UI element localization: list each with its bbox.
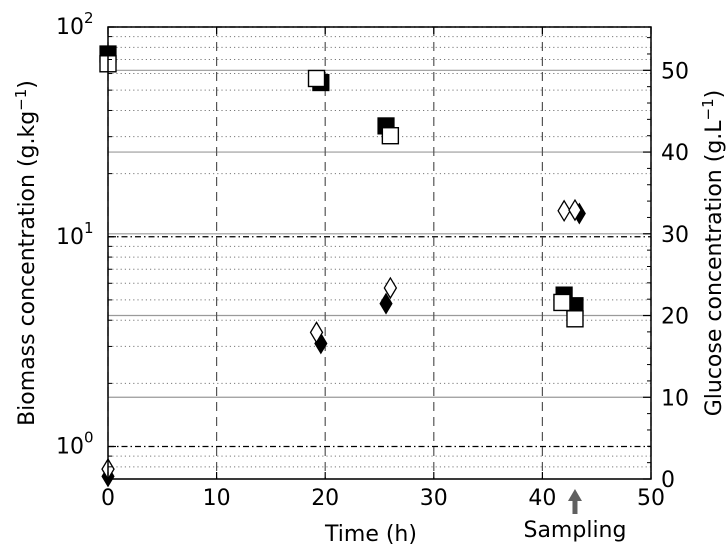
y-axis-label-exp: −1	[12, 89, 30, 111]
sampling-arrow	[567, 489, 582, 514]
y-tick-exponent: 2	[84, 9, 94, 27]
marker-diamond-filled	[379, 292, 393, 315]
x-tick-label: 10	[203, 486, 231, 511]
sampling-label: Sampling	[523, 518, 626, 543]
y2-axis-label-exp: −1	[699, 98, 717, 120]
y2-tick-label: 40	[661, 141, 689, 166]
x-tick-label: 20	[311, 486, 339, 511]
grid-layer	[107, 26, 652, 480]
y2-axis-label-close: )	[702, 90, 727, 99]
marker-diamond-open	[568, 198, 582, 222]
y-tick-label: 10	[56, 225, 84, 250]
plot-frame	[107, 26, 652, 480]
x-tick-label: 0	[101, 486, 115, 511]
y-tick-label: 10	[56, 435, 84, 460]
x-tick-label: 30	[420, 486, 448, 511]
y-axis-label-main: Biomass concentration (g.kg	[15, 111, 40, 426]
marker-layer	[99, 45, 586, 488]
y2-tick-label: 0	[661, 468, 675, 493]
y2-axis-label: Glucose concentration (g.L−1)	[699, 90, 727, 417]
x-tick-label: 40	[528, 486, 556, 511]
y-axis-label: Biomass concentration (g.kg−1)	[12, 80, 40, 426]
marker-diamond-open	[557, 199, 571, 223]
marker-square-open	[566, 310, 584, 328]
marker-square-open	[553, 293, 571, 312]
y2-axis-label-main: Glucose concentration (g.L	[702, 120, 727, 417]
marker-square-open	[381, 127, 400, 145]
x-axis-label: Time (h)	[324, 522, 417, 545]
sampling-arrow-icon	[567, 489, 582, 514]
y2-tick-label: 10	[661, 386, 689, 411]
y2-tick-label: 20	[661, 305, 689, 330]
y-axis-label-close: )	[15, 80, 40, 89]
y-tick-exponent: 0	[84, 429, 94, 447]
marker-square-open	[307, 69, 326, 88]
marker-diamond-open	[309, 321, 324, 344]
y2-tick-label: 50	[661, 59, 689, 84]
y-tick-label: 10	[56, 15, 84, 40]
y-tick-exponent: 1	[84, 219, 94, 237]
y2-tick-label: 30	[661, 223, 689, 248]
x-tick-label: 50	[637, 486, 665, 511]
marker-diamond-open	[383, 276, 398, 300]
